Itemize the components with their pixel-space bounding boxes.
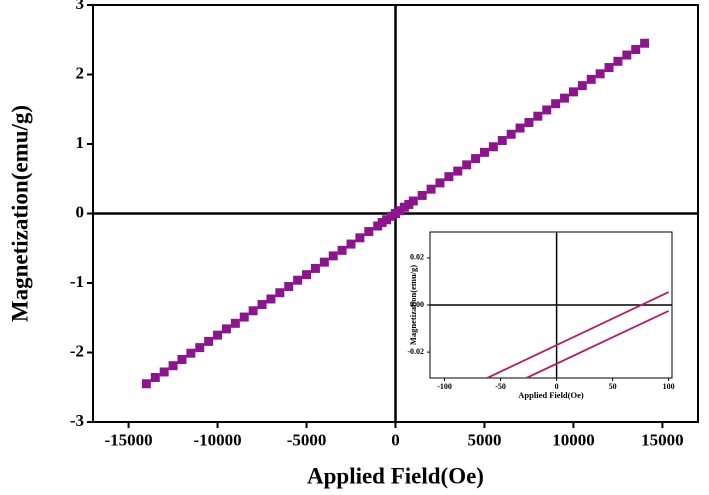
marker <box>533 111 543 121</box>
x-tick-label: 5000 <box>467 431 501 450</box>
marker <box>426 184 436 194</box>
marker <box>310 263 320 273</box>
marker <box>497 136 507 146</box>
y-tick-label: -0.02 <box>407 347 424 356</box>
marker <box>284 281 294 291</box>
x-axis-label: Applied Field(Oe) <box>518 390 584 400</box>
marker <box>293 275 303 285</box>
marker <box>613 56 623 66</box>
y-tick-label: -2 <box>70 341 84 360</box>
marker <box>346 239 356 249</box>
marker <box>515 123 525 133</box>
x-tick-label: -50 <box>495 382 506 391</box>
marker <box>488 142 498 152</box>
marker <box>444 172 454 182</box>
marker <box>204 336 214 346</box>
marker <box>631 44 641 54</box>
marker <box>364 227 374 237</box>
marker <box>524 117 534 127</box>
marker <box>622 50 632 60</box>
marker <box>337 245 347 255</box>
y-tick-label: 3 <box>76 0 85 13</box>
marker <box>275 288 285 298</box>
x-axis-label: Applied Field(Oe) <box>307 463 484 488</box>
x-tick-label: 15000 <box>641 431 684 450</box>
x-tick-label: 0 <box>555 382 559 391</box>
x-tick-label: 10000 <box>552 431 595 450</box>
y-tick-label: -1 <box>70 272 84 291</box>
x-tick-label: -100 <box>437 382 452 391</box>
marker <box>408 196 418 206</box>
x-tick-label: 100 <box>663 382 675 391</box>
y-tick-label: 0.02 <box>410 253 424 262</box>
marker <box>568 87 578 97</box>
marker <box>577 81 587 91</box>
marker <box>213 330 223 340</box>
marker <box>479 147 489 157</box>
x-tick-label: -5000 <box>287 431 327 450</box>
marker <box>542 105 552 115</box>
marker <box>302 270 312 280</box>
marker <box>195 343 205 353</box>
y-tick-label: 0 <box>76 202 85 221</box>
x-tick-label: -10000 <box>193 431 241 450</box>
marker <box>328 251 338 261</box>
marker <box>595 69 605 79</box>
marker <box>453 166 463 176</box>
marker <box>159 367 169 377</box>
marker <box>417 190 427 200</box>
y-tick-label: 1 <box>76 133 85 152</box>
marker <box>319 257 329 267</box>
x-tick-label: 50 <box>609 382 617 391</box>
marker <box>462 160 472 170</box>
data-line <box>525 310 670 379</box>
x-tick-label: 0 <box>391 431 400 450</box>
marker <box>150 373 160 383</box>
marker <box>560 93 570 103</box>
marker <box>168 361 178 371</box>
marker <box>471 154 481 164</box>
marker <box>141 379 151 389</box>
marker <box>586 74 596 84</box>
y-tick-label: 2 <box>76 63 85 82</box>
y-axis-label: Magnetization(emu/g) <box>7 105 32 322</box>
marker <box>435 178 445 188</box>
marker <box>506 129 516 139</box>
marker <box>266 294 276 304</box>
marker <box>248 306 258 316</box>
marker <box>177 354 187 364</box>
marker <box>221 324 231 334</box>
x-tick-label: -15000 <box>105 431 153 450</box>
marker <box>640 38 650 48</box>
data-line <box>486 291 670 379</box>
marker <box>186 348 196 358</box>
marker <box>355 233 365 243</box>
marker <box>239 312 249 322</box>
y-axis-label: Magnetization(emu/g) <box>408 265 418 345</box>
y-tick-label: 0.00 <box>410 300 424 309</box>
y-tick-label: -3 <box>70 411 84 430</box>
marker <box>257 300 267 310</box>
marker <box>230 318 240 328</box>
marker <box>551 99 561 109</box>
marker <box>604 63 614 73</box>
